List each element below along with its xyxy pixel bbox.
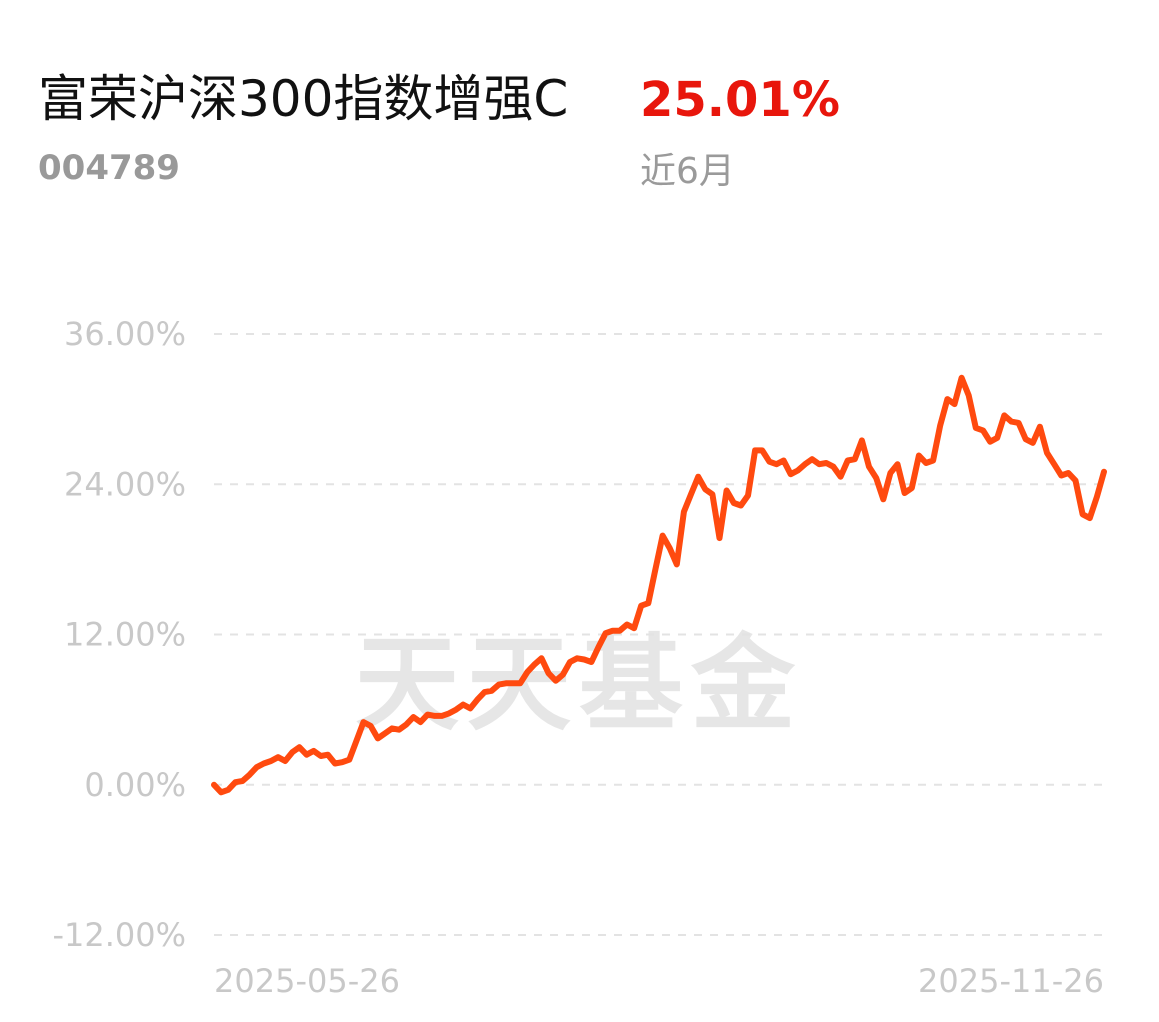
y-tick-label: 36.00%: [64, 315, 186, 353]
fund-code: 004789: [38, 148, 180, 188]
fund-name: 富荣沪深300指数增强C: [38, 70, 569, 128]
x-tick-label-start: 2025-05-26: [214, 962, 400, 1000]
watermark-logo: 天天基金: [354, 626, 803, 742]
y-tick-label: 0.00%: [84, 766, 186, 804]
y-tick-label: 24.00%: [64, 465, 186, 503]
return-value: 25.01%: [640, 72, 840, 128]
return-period-label: 近6月: [640, 151, 735, 192]
x-tick-label-end: 2025-11-26: [918, 962, 1104, 1000]
y-tick-label: -12.00%: [52, 916, 186, 954]
y-tick-label: 12.00%: [64, 616, 186, 654]
return-series-line: [211, 374, 1107, 796]
